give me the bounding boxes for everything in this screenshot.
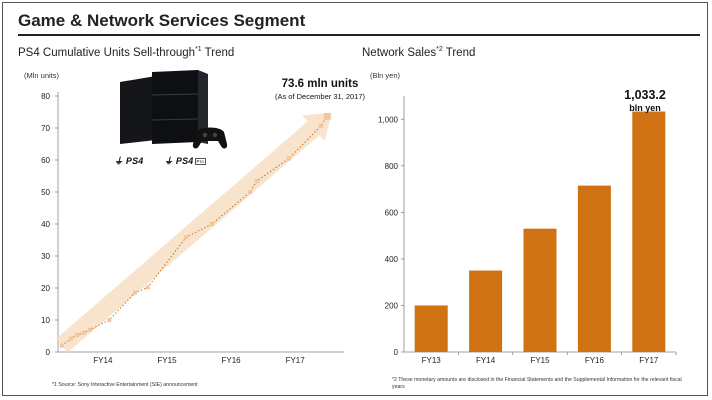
ps4-y-tick-label: 60 — [41, 156, 50, 165]
network-bar — [469, 270, 503, 352]
ps4-data-point — [286, 156, 291, 161]
network-x-tick-label: FY14 — [476, 356, 496, 365]
network-y-tick-label: 400 — [385, 255, 399, 264]
ps4-y-tick-label: 20 — [41, 284, 50, 293]
ps4-x-tick-label: FY16 — [221, 356, 241, 365]
network-y-tick-label: 200 — [385, 301, 399, 310]
network-bar — [523, 228, 557, 352]
ps4-data-point — [184, 235, 189, 240]
ps4-logo: ⏚ PS4 — [114, 156, 144, 166]
ps4-data-point — [107, 318, 112, 322]
ps4-pro-logo: ⏚ PS4 Pro — [164, 156, 207, 166]
ps4-data-point — [88, 327, 93, 332]
ps4-data-point — [254, 179, 259, 184]
network-y-tick-label: 800 — [385, 162, 399, 171]
ps4-y-tick-label: 80 — [41, 92, 50, 101]
ps4-data-point — [145, 285, 150, 290]
ps4-footnote: *1 Source: Sony Interactive Entertainmen… — [52, 382, 198, 388]
ps4-x-tick-label: FY15 — [157, 356, 177, 365]
ps4-console-illustration — [120, 70, 228, 149]
ps4-subtitle-suffix: Trend — [201, 46, 235, 59]
ps4-y-tick-label: 70 — [41, 124, 50, 133]
ps4-data-point — [81, 330, 86, 335]
network-bar — [632, 111, 666, 353]
network-x-tick-label: FY13 — [422, 356, 442, 365]
ps4-trend-arrow — [56, 112, 332, 353]
ps4-data-point — [323, 112, 331, 120]
ps4-y-tick-label: 10 — [41, 316, 50, 325]
ps4-data-point — [75, 333, 80, 338]
ps4-data-point — [132, 290, 137, 295]
ps4-pro-console-icon — [152, 70, 198, 144]
ps4-chart-subtitle: PS4 Cumulative Units Sell-through*1 Tren… — [18, 46, 234, 59]
ps4-callout-value: 73.6 mln units — [281, 78, 359, 90]
dualshock-controller-icon — [192, 127, 228, 149]
slide-frame — [2, 2, 708, 396]
network-y-unit: (Bln yen) — [370, 71, 401, 80]
network-footnote: *2 These monetary amounts are disclosed … — [392, 377, 682, 390]
ps4-y-tick-label: 30 — [41, 252, 50, 261]
ps4-subtitle-footnote-mark: *1 — [195, 46, 202, 53]
ps4-data-point — [209, 222, 214, 226]
ps4-callout-note: (As of December 31, 2017) — [274, 92, 366, 101]
ps4-y-unit: (Mln units) — [24, 71, 60, 80]
ps4-slim-console-icon — [120, 76, 156, 144]
network-y-tick-label: 0 — [394, 348, 399, 357]
network-x-tick-label: FY15 — [530, 356, 550, 365]
title-divider — [18, 34, 700, 36]
ps4-y-tick-label: 0 — [46, 348, 51, 357]
network-chart-subtitle: Network Sales*2 Trend — [362, 46, 475, 59]
ps4-callout: 73.6 mln units (As of December 31, 2017) — [258, 78, 382, 101]
ps4-logo-text: PS4 — [125, 156, 144, 166]
ps4-data-point — [318, 124, 323, 129]
network-subtitle-suffix: Trend — [442, 46, 476, 59]
ps4-y-tick-label: 50 — [41, 188, 50, 197]
network-bar — [414, 305, 448, 352]
network-y-tick-label: 600 — [385, 208, 399, 217]
network-callout: 1,033.2 bln yen — [606, 88, 684, 113]
network-subtitle-text: Network Sales — [362, 46, 437, 59]
ps4-data-point — [68, 336, 73, 341]
network-y-tick-label: 1,000 — [378, 115, 399, 124]
ps4-data-point — [59, 343, 64, 348]
ps4-subtitle-text: PS4 Cumulative Units Sell-through — [18, 46, 196, 59]
network-callout-value: 1,033.2 — [624, 88, 666, 102]
ps4-pro-logo-text: PS4 — [175, 156, 194, 166]
ps4-x-tick-label: FY17 — [286, 356, 306, 365]
ps4-y-tick-label: 40 — [41, 220, 50, 229]
network-bar — [577, 185, 611, 352]
ps4-product-image: ⏚ PS4 ⏚ PS4 Pro — [112, 70, 228, 182]
slide-title: Game & Network Services Segment — [18, 11, 306, 30]
pro-badge: Pro — [194, 158, 207, 166]
ps4-data-point — [248, 190, 253, 194]
network-callout-unit: bln yen — [629, 103, 661, 113]
network-x-tick-label: FY16 — [585, 356, 605, 365]
network-x-tick-label: FY17 — [639, 356, 659, 365]
ps4-x-tick-label: FY14 — [93, 356, 113, 365]
network-subtitle-footnote-mark: *2 — [436, 46, 443, 53]
